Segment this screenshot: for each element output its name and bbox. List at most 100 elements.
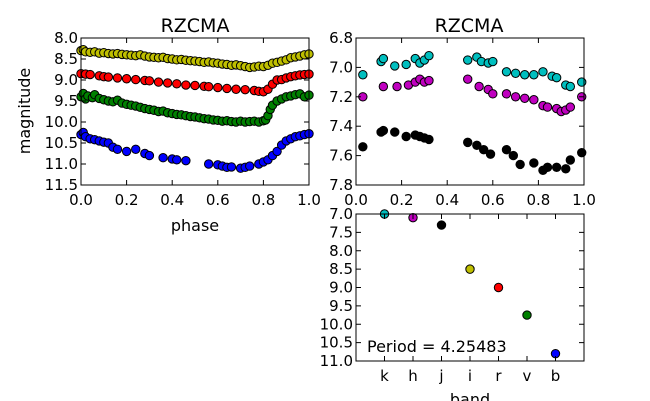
- right-data-point: [501, 89, 512, 99]
- bottom-plot-frame: [355, 213, 585, 362]
- right-data-point: [424, 75, 434, 86]
- bottom-y-tick-label: 8.5: [329, 260, 353, 278]
- left-data-point: [272, 146, 282, 157]
- right-data-point: [378, 53, 389, 64]
- left-data-point: [203, 82, 214, 92]
- left-data-point: [190, 80, 200, 91]
- right-data-point: [515, 159, 525, 170]
- right-data-point: [565, 102, 576, 112]
- right-data-point: [565, 155, 576, 165]
- left-data-point: [226, 162, 237, 172]
- bottom-y-ticks: 7.07.58.08.59.09.510.010.511.0: [320, 205, 584, 370]
- bottom-x-tick-label: v: [523, 367, 532, 385]
- left-y-tick-label: 8.0: [54, 29, 78, 47]
- right-data-point: [472, 140, 482, 151]
- left-data-point: [112, 73, 123, 83]
- bottom-x-tick-label: j: [438, 367, 443, 385]
- left-data-points: [76, 45, 314, 173]
- left-y-tick-label: 10.5: [45, 134, 78, 152]
- left-data-point: [172, 79, 182, 89]
- right-data-point: [401, 131, 411, 142]
- left-data-point: [103, 72, 114, 82]
- right-data-point: [401, 59, 411, 70]
- right-plot-frame: [355, 37, 585, 186]
- bottom-y-tick-label: 10.0: [320, 315, 353, 333]
- bottom-x-tick-label: h: [408, 367, 418, 385]
- right-x-tick-label: 0.2: [390, 191, 414, 209]
- bottom-y-tick-label: 8.0: [329, 242, 353, 260]
- left-data-point: [144, 150, 155, 161]
- left-series-0: [76, 45, 314, 73]
- left-data-point: [222, 83, 232, 94]
- right-data-point: [463, 137, 473, 148]
- left-x-tick-label: 0.2: [115, 191, 139, 209]
- left-panel: RZCMA 8.08.59.09.510.010.511.011.5 0.0 0.…: [15, 15, 321, 235]
- bottom-x-tick-label: b: [551, 367, 561, 385]
- bottom-panel: 7.07.58.08.59.09.510.010.511.0 k h j i r v b P…: [320, 205, 585, 401]
- bottom-data-point-r: [493, 282, 504, 293]
- left-y-tick-label: 10.0: [45, 113, 78, 131]
- right-data-point: [463, 55, 473, 65]
- left-plot-frame: [80, 37, 310, 186]
- left-y-tick-label: 8.5: [54, 50, 78, 68]
- period-annotation: Period = 4.25483: [367, 337, 507, 356]
- left-data-point: [131, 74, 141, 85]
- left-x-tick-label: 1.0: [297, 191, 321, 209]
- right-data-point: [542, 162, 553, 173]
- right-data-point: [577, 77, 587, 87]
- right-chart-title: RZCMA: [435, 15, 504, 37]
- left-x-tick-label: 0.6: [206, 191, 230, 209]
- right-data-point: [542, 102, 553, 112]
- left-data-point: [231, 84, 241, 94]
- right-data-point: [390, 127, 400, 137]
- right-data-point: [529, 95, 539, 105]
- left-data-point: [121, 146, 132, 157]
- left-data-point: [85, 69, 95, 80]
- right-y-tick-label: 7.0: [329, 58, 353, 76]
- right-data-point: [551, 72, 562, 83]
- right-data-point: [424, 50, 434, 61]
- right-y-tick-label: 7.2: [329, 88, 353, 106]
- bottom-data-point-v: [522, 310, 532, 320]
- right-data-point: [561, 164, 571, 174]
- right-y-tick-label: 7.8: [329, 176, 353, 194]
- right-data-point: [474, 81, 484, 92]
- left-data-point: [158, 153, 168, 163]
- right-series-1: [358, 74, 587, 117]
- left-data-point: [181, 155, 191, 166]
- right-data-point: [478, 145, 489, 155]
- right-data-point: [501, 67, 512, 77]
- right-data-point: [392, 81, 402, 92]
- right-x-tick-label: 1.0: [572, 191, 596, 209]
- right-data-point: [485, 149, 496, 159]
- left-y-tick-label: 11.0: [45, 155, 78, 173]
- left-data-point: [162, 78, 173, 88]
- left-x-tick-label: 0.0: [69, 191, 93, 209]
- right-y-tick-label: 6.8: [329, 29, 353, 47]
- right-x-ticks: 0.0 0.2 0.4 0.6 0.8 1.0: [344, 38, 596, 209]
- bottom-y-tick-label: 7.0: [329, 205, 353, 223]
- right-data-point: [510, 68, 521, 78]
- right-data-point: [358, 142, 368, 152]
- right-x-tick-label: 0.6: [481, 191, 505, 209]
- right-data-point: [358, 70, 368, 80]
- right-data-point: [501, 145, 512, 155]
- left-chart-title: RZCMA: [161, 15, 230, 37]
- bottom-x-tick-label: i: [468, 367, 472, 385]
- right-data-point: [488, 89, 498, 99]
- left-x-ticks: 0.0 0.2 0.4 0.6 0.8 1.0: [69, 38, 321, 209]
- left-series-1: [76, 69, 314, 97]
- left-data-point: [131, 144, 141, 155]
- bottom-x-axis-label: band: [450, 390, 490, 401]
- left-series-2: [76, 88, 314, 127]
- right-data-point: [390, 61, 400, 71]
- bottom-data-point-j: [436, 220, 447, 230]
- bottom-y-tick-label: 11.0: [320, 352, 353, 370]
- right-data-point: [565, 81, 576, 92]
- right-data-point: [551, 162, 562, 173]
- right-data-point: [488, 56, 498, 67]
- right-panel: RZCMA 6.8 7.0 7.2 7.4 7.6 7.8 0.0 0.2 0.4 0.6 0.8…: [329, 15, 596, 209]
- bottom-y-tick-label: 9.0: [329, 279, 353, 297]
